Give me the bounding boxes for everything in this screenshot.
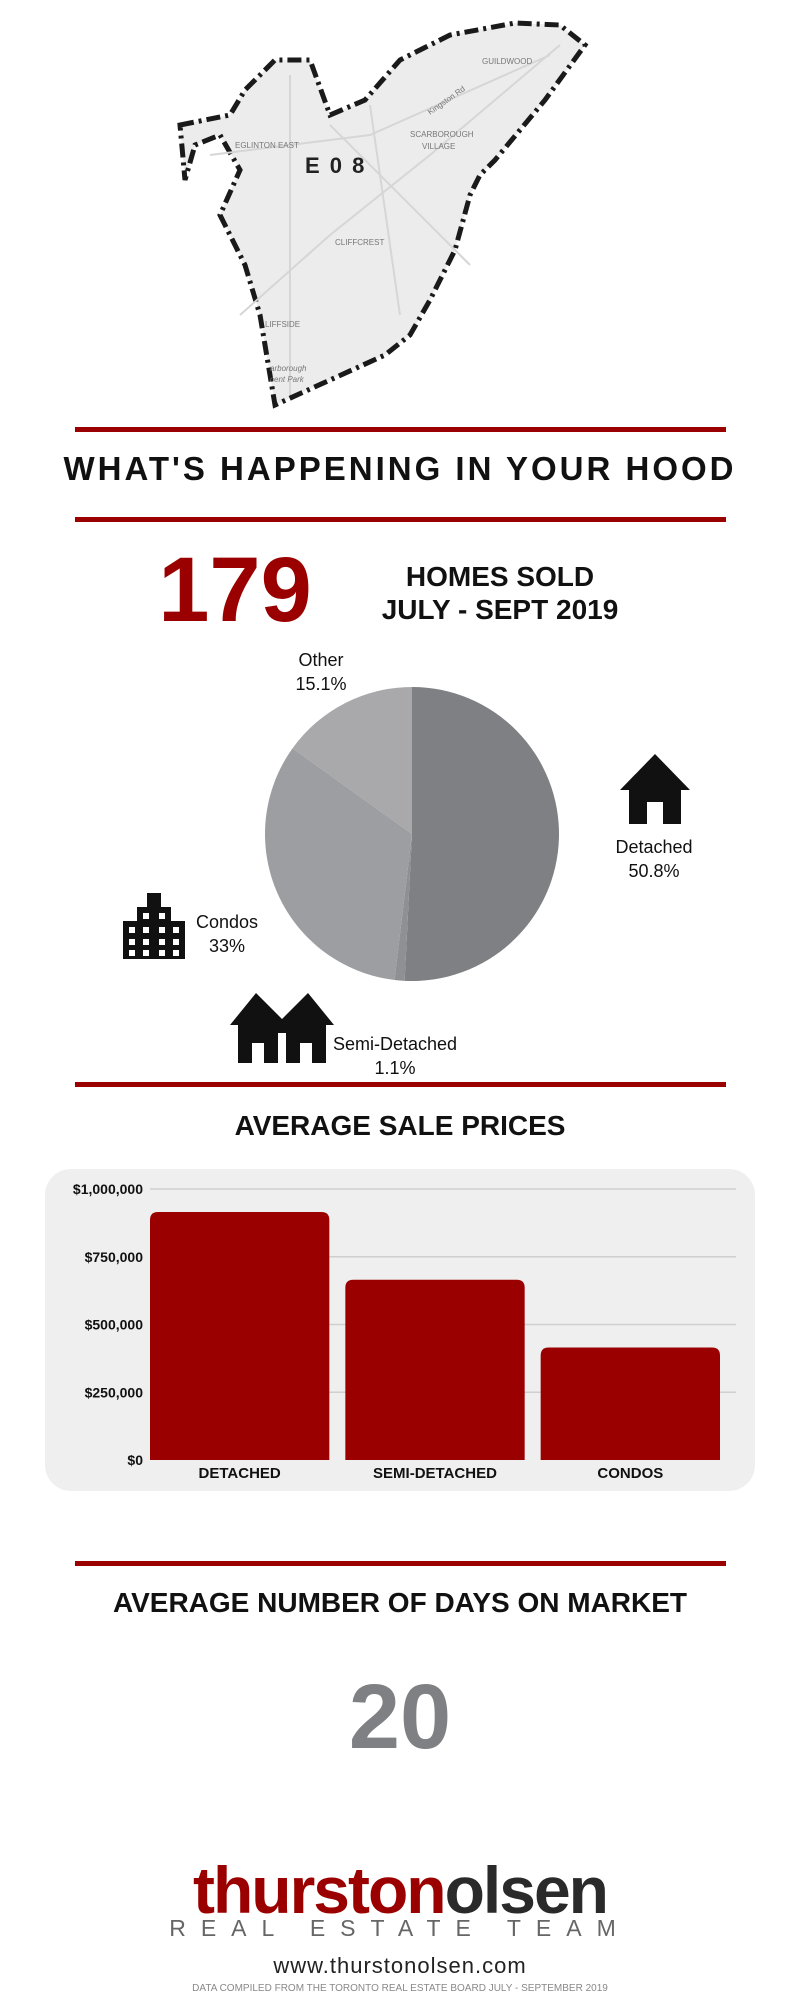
- homes-sold-period: JULY - SEPT 2019: [381, 594, 619, 625]
- x-tick-label: SEMI-DETACHED: [373, 1465, 497, 1482]
- homes-sold-count: 179: [158, 539, 312, 641]
- divider-days-top: [75, 1561, 726, 1566]
- pie-label-detached-name: Detached: [615, 837, 693, 857]
- company-logo: thurstonolsen: [0, 1855, 800, 1925]
- y-tick-label: $0: [127, 1452, 143, 1468]
- website-link[interactable]: www.thurstonolsen.com: [273, 1953, 527, 1978]
- neighbourhood-map: GUILDWOOD EGLINTON EAST SCARBOROUGH VILL…: [177, 20, 589, 409]
- map-label-guildwood: GUILDWOOD: [482, 57, 532, 66]
- map-label-cliffside: LIFFSIDE: [265, 320, 300, 329]
- district-code: E 0 8: [305, 153, 366, 178]
- home-type-pie-chart: [265, 687, 560, 981]
- days-on-market-value: 20: [348, 1666, 452, 1768]
- bar-semi-detached: [345, 1279, 525, 1460]
- divider-top: [75, 427, 726, 432]
- pie-slice-other: [292, 687, 412, 834]
- logo-text-olsen: olsen: [444, 1853, 609, 1927]
- pie-label-detached: Detached 50.8%: [604, 835, 704, 883]
- avg-price-bar-chart: $0 $250,000 $500,000 $750,000 $1,000,000 DETA…: [73, 1181, 736, 1482]
- y-tick-label: $1,000,000: [73, 1181, 143, 1197]
- y-tick-label: $750,000: [85, 1249, 144, 1265]
- days-on-market-title: AVERAGE NUMBER OF DAYS ON MARKET: [112, 1587, 688, 1618]
- map-label-eglinton-east: EGLINTON EAST: [235, 141, 299, 150]
- map-label-park-1: arborough: [270, 364, 307, 373]
- x-tick-label: DETACHED: [199, 1465, 281, 1482]
- data-source-footnote: DATA COMPILED FROM THE TORONTO REAL ESTA…: [192, 1983, 608, 1994]
- map-label-village: VILLAGE: [422, 142, 455, 151]
- hood-title: WHAT'S HAPPENING IN YOUR HOOD: [63, 450, 737, 487]
- map-label-cliffcrest: CLIFFCREST: [335, 238, 384, 247]
- logo-text-thurston: thurston: [193, 1853, 447, 1927]
- divider-pie-bottom: [75, 1082, 726, 1087]
- homes-sold-label: HOMES SOLD JULY - SEPT 2019: [360, 560, 640, 626]
- pie-label-other-pct: 15.1%: [295, 674, 347, 694]
- y-tick-label: $500,000: [85, 1317, 144, 1333]
- x-tick-label: CONDOS: [597, 1465, 663, 1482]
- house-icon: [620, 754, 690, 824]
- map-label-scarborough: SCARBOROUGH: [410, 130, 474, 139]
- duplex-icon: [230, 993, 334, 1063]
- pie-label-detached-pct: 50.8%: [628, 861, 680, 881]
- pie-label-semi-name: Semi-Detached: [332, 1034, 458, 1054]
- district-boundary: [177, 20, 589, 409]
- avg-price-title: AVERAGE SALE PRICES: [234, 1110, 566, 1141]
- logo-subtitle: REAL ESTATE TEAM: [169, 1915, 631, 1941]
- pie-label-semi-pct: 1.1%: [374, 1058, 416, 1078]
- pie-label-condos: Condos 33%: [182, 910, 272, 958]
- pie-label-condos-pct: 33%: [208, 936, 246, 956]
- pie-label-semi-detached: Semi-Detached 1.1%: [325, 1032, 465, 1080]
- bar-detached: [150, 1212, 330, 1460]
- map-roads: [209, 44, 561, 395]
- condo-building-icon: [123, 893, 185, 959]
- pie-label-other: Other 15.1%: [271, 648, 371, 696]
- pie-slice-condos: [265, 748, 412, 980]
- pie-label-other-name: Other: [298, 650, 344, 670]
- y-tick-label: $250,000: [85, 1384, 144, 1400]
- pie-slice-semi-detached: [394, 834, 412, 981]
- homes-sold-label-line1: HOMES SOLD: [405, 561, 595, 592]
- bar-condos: [540, 1347, 720, 1460]
- pie-label-condos-name: Condos: [195, 912, 259, 932]
- divider-hood-bottom: [75, 517, 726, 522]
- pie-slice-detached: [404, 687, 560, 981]
- map-label-park-2: cent Park: [270, 375, 305, 384]
